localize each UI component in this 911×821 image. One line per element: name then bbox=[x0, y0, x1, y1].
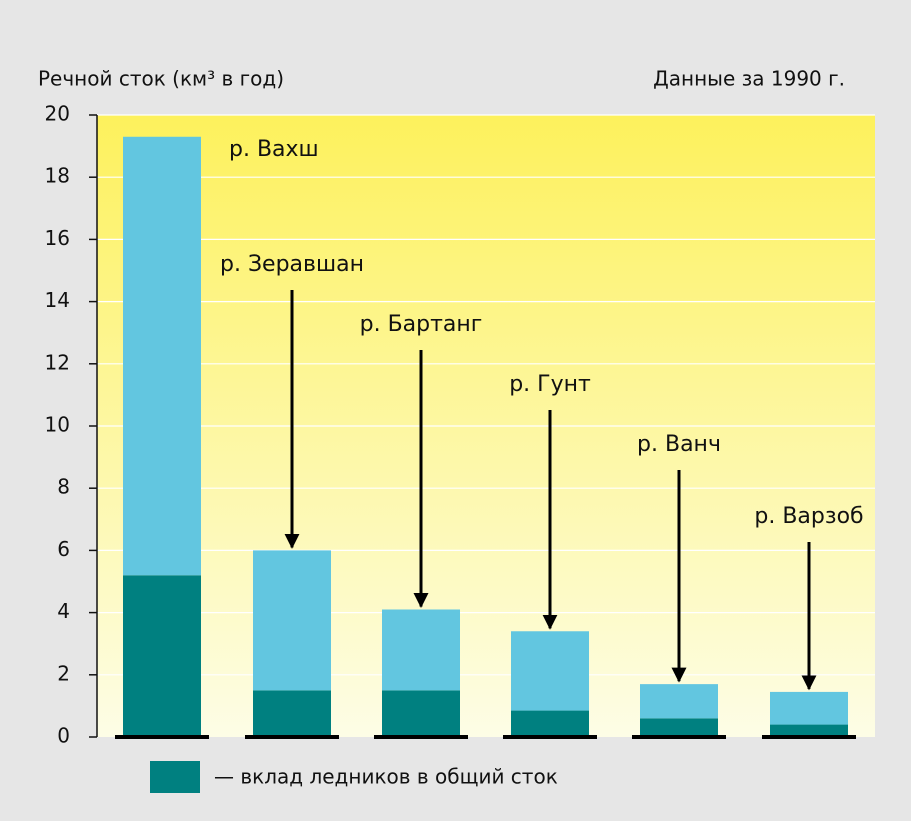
y-tick-label: 6 bbox=[57, 537, 70, 561]
bar-segment bbox=[382, 609, 460, 691]
y-tick-label: 4 bbox=[57, 599, 70, 623]
legend-label: — вклад ледников в общий сток bbox=[214, 765, 558, 789]
bar-segment bbox=[640, 684, 718, 719]
bar-label: р. Зеравшан bbox=[220, 252, 364, 277]
bar-label: р. Ванч bbox=[637, 432, 721, 457]
bar-segment bbox=[511, 631, 589, 711]
y-axis-label: Речной сток (км³ в год) bbox=[38, 67, 284, 91]
bar-label: р. Вахш bbox=[229, 137, 319, 162]
bar-segment bbox=[640, 718, 718, 737]
y-tick-label: 8 bbox=[57, 475, 70, 499]
y-tick-label: 2 bbox=[57, 661, 70, 685]
y-tick-label: 14 bbox=[45, 288, 70, 312]
bar-segment bbox=[770, 691, 848, 725]
y-tick-label: 16 bbox=[45, 226, 70, 250]
y-tick-label: 12 bbox=[45, 350, 70, 374]
legend-swatch bbox=[150, 761, 200, 793]
y-tick-label: 10 bbox=[45, 413, 70, 437]
bar-segment bbox=[123, 575, 201, 737]
bar-segment bbox=[253, 550, 331, 691]
bar-segment bbox=[253, 690, 331, 737]
y-tick-label: 18 bbox=[45, 164, 70, 188]
subtitle: Данные за 1990 г. bbox=[653, 67, 845, 91]
bar-segment bbox=[511, 710, 589, 737]
bar-segment bbox=[382, 690, 460, 737]
y-tick-label: 0 bbox=[57, 724, 70, 748]
bar-label: р. Варзоб bbox=[754, 504, 863, 529]
bar-label: р. Бартанг bbox=[360, 312, 483, 337]
bar-segment bbox=[123, 136, 201, 576]
bar-label: р. Гунт bbox=[509, 372, 591, 397]
bar-segment bbox=[770, 724, 848, 737]
y-tick-label: 20 bbox=[45, 102, 70, 126]
